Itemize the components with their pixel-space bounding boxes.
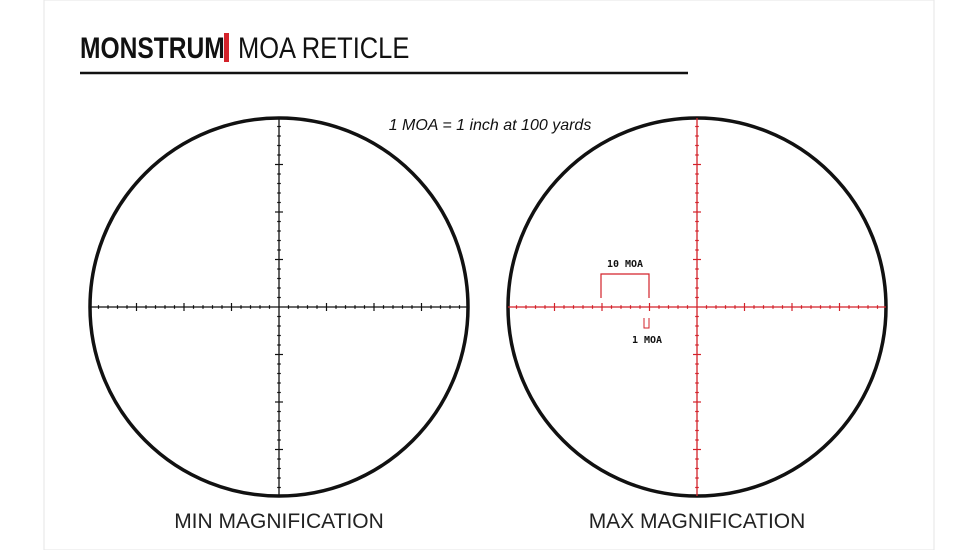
bracket-1moa	[643, 318, 650, 329]
reticle-label: MIN MAGNIFICATION	[174, 510, 384, 533]
annotation: 10 MOA	[607, 259, 643, 270]
note: 1 MOA = 1 inch at 100 yards	[389, 117, 592, 134]
title: MOA RETICLE	[238, 31, 409, 64]
max-reticle: 10 MOA 1 MOA	[506, 116, 888, 498]
frame	[43, 0, 935, 550]
min-reticle	[88, 116, 470, 498]
reticle-label: MAX MAGNIFICATION	[589, 510, 806, 533]
bracket-10moa	[600, 273, 650, 298]
separator	[224, 33, 229, 62]
brand: MONSTRUM	[80, 31, 225, 65]
annotation: 1 MOA	[632, 335, 662, 346]
